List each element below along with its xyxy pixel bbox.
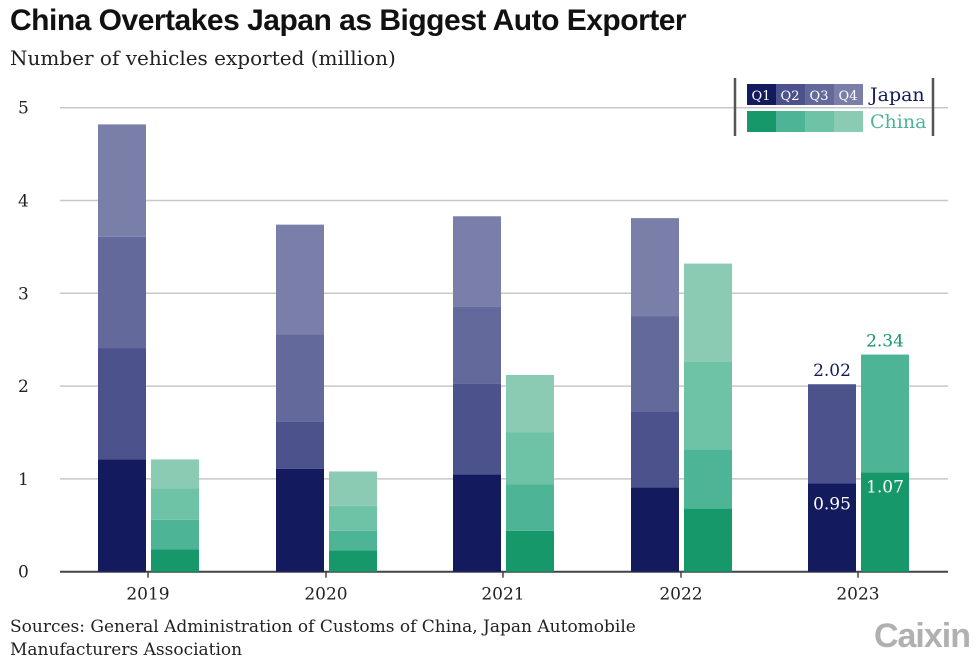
- source-note: Sources: General Administration of Custo…: [10, 617, 636, 660]
- bar-china-2020-Q3: [329, 505, 377, 531]
- bar-japan-2019-Q3: [98, 236, 146, 349]
- chart-title: China Overtakes Japan as Biggest Auto Ex…: [10, 4, 687, 37]
- legend-quarter-label: Q1: [752, 89, 771, 104]
- bar-japan-2019-Q1: [98, 459, 146, 572]
- bar-china-2020-Q2: [329, 530, 377, 551]
- bar-china-2022-Q4: [684, 263, 732, 362]
- legend-swatch-japan-Q2: [776, 84, 805, 105]
- bar-japan-2022-Q4: [631, 218, 679, 317]
- bar-japan-2021-Q3: [453, 306, 501, 384]
- y-tick-label: 5: [18, 99, 29, 119]
- bar-japan-2019-Q2: [98, 348, 146, 460]
- x-tick-label: 2022: [659, 585, 702, 605]
- bar-japan-2021-Q4: [453, 216, 501, 307]
- data-label: 0.95: [813, 495, 851, 515]
- bar-china-2023-Q1: [861, 472, 909, 572]
- x-tick-label: 2020: [304, 585, 347, 605]
- data-label: 2.02: [813, 361, 851, 381]
- bar-japan-2021-Q2: [453, 383, 501, 475]
- y-tick-label: 2: [18, 377, 29, 397]
- legend-quarter-label: Q3: [810, 89, 829, 104]
- legend-swatch-japan-Q3: [805, 84, 834, 105]
- bar-china-2021-Q1: [506, 530, 554, 572]
- legend-label-japan: Japan: [868, 84, 925, 106]
- bar-china-2021-Q4: [506, 374, 554, 433]
- bar-japan-2020-Q3: [276, 334, 324, 422]
- bar-japan-2022-Q2: [631, 411, 679, 488]
- bar-china-2022-Q3: [684, 361, 732, 450]
- bar-china-2023-Q2: [861, 354, 909, 473]
- legend-swatch-japan-Q4: [834, 84, 863, 105]
- bar-china-2019-Q4: [151, 459, 199, 489]
- bar-china-2022-Q2: [684, 449, 732, 509]
- bar-japan-2021-Q1: [453, 474, 501, 572]
- data-label: 2.34: [866, 332, 904, 352]
- bar-china-2019-Q1: [151, 549, 199, 572]
- chart: 0 1 2 3 4 5 2019 2020 2021 2022 2023 0.95 2.02 1.07 2.…: [18, 78, 948, 605]
- legend-swatch-japan-Q1: [747, 84, 776, 105]
- x-tick-label: 2019: [126, 585, 169, 605]
- y-tick-label: 1: [18, 470, 29, 490]
- legend-swatch-china-Q2: [776, 111, 805, 132]
- bar-japan-2022-Q1: [631, 487, 679, 572]
- bar-japan-2020-Q4: [276, 224, 324, 335]
- x-tick-label: 2023: [836, 585, 879, 605]
- bar-china-2021-Q3: [506, 432, 554, 485]
- bar-japan-2023-Q1: [808, 483, 856, 572]
- bar-china-2020-Q1: [329, 550, 377, 572]
- legend-swatch-china-Q4: [834, 111, 863, 132]
- bar-china-2020-Q4: [329, 471, 377, 506]
- legend-quarter-label: Q2: [781, 89, 800, 104]
- data-label: 1.07: [866, 477, 904, 497]
- y-tick-label: 3: [18, 284, 29, 304]
- chart-subtitle: Number of vehicles exported (million): [10, 46, 396, 70]
- legend-swatch-china-Q3: [805, 111, 834, 132]
- y-tick-label: 0: [18, 563, 29, 583]
- bar-china-2019-Q2: [151, 519, 199, 550]
- legend-quarter-label: Q4: [839, 89, 858, 104]
- bar-china-2019-Q3: [151, 488, 199, 520]
- legend-swatch-china-Q1: [747, 111, 776, 132]
- caixin-logo: Caixin: [873, 617, 971, 655]
- y-tick-label: 4: [18, 192, 29, 212]
- bar-china-2022-Q1: [684, 508, 732, 572]
- bar-japan-2020-Q2: [276, 421, 324, 469]
- bar-japan-2019-Q4: [98, 124, 146, 237]
- bar-china-2021-Q2: [506, 484, 554, 531]
- legend-label-china: China: [870, 111, 926, 133]
- x-tick-label: 2021: [481, 585, 524, 605]
- bar-japan-2022-Q3: [631, 316, 679, 412]
- bar-japan-2023-Q2: [808, 384, 856, 484]
- bar-japan-2020-Q1: [276, 468, 324, 572]
